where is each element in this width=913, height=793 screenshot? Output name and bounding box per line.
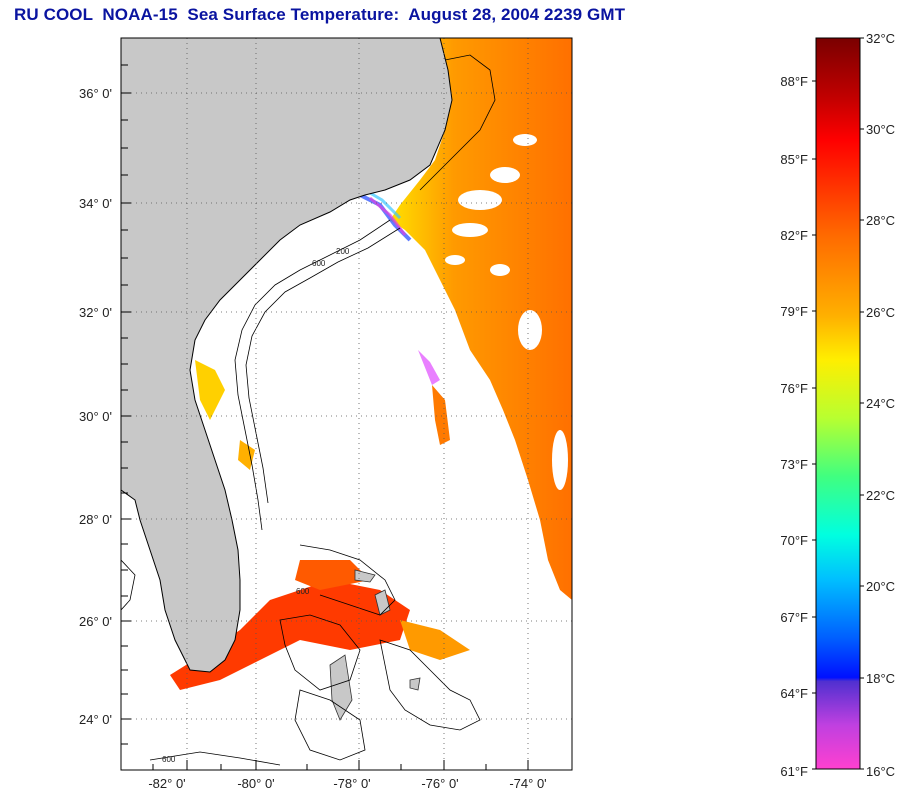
colorbar-f-label: 70°F — [780, 533, 808, 548]
colorbar-f-label: 79°F — [780, 304, 808, 319]
colorbar-f-label: 61°F — [780, 764, 808, 779]
colorbar-f-label: 76°F — [780, 381, 808, 396]
map-frame — [120, 37, 573, 771]
land-us-east-coast — [121, 38, 452, 672]
colorbar-c-label: 28°C — [866, 213, 895, 228]
lat-label: 24° 0' — [79, 712, 112, 727]
colorbar-c-label: 30°C — [866, 122, 895, 137]
lat-label: 36° 0' — [79, 86, 112, 101]
contour-label: 600 — [312, 259, 326, 268]
contour-label: 600 — [296, 587, 310, 596]
colorbar-c-label: 22°C — [866, 488, 895, 503]
colorbar-c-label: 24°C — [866, 396, 895, 411]
cloud-gaps — [445, 134, 568, 490]
colorbar-gradient — [815, 37, 861, 770]
colorbar-f-label: 73°F — [780, 457, 808, 472]
colorbar-f-label: 82°F — [780, 228, 808, 243]
colorbar-c-label: 20°C — [866, 579, 895, 594]
map-area: 600 200 600 600 — [121, 38, 572, 770]
lon-label: -82° 0' — [148, 776, 185, 791]
lat-label: 34° 0' — [79, 196, 112, 211]
lat-label: 28° 0' — [79, 512, 112, 527]
contour-label: 200 — [336, 247, 350, 256]
lon-label: -80° 0' — [237, 776, 274, 791]
page-title: RU COOL NOAA-15 Sea Surface Temperature:… — [14, 5, 626, 24]
lat-label: 30° 0' — [79, 409, 112, 424]
colorbar-c-label: 32°C — [866, 31, 895, 46]
lon-label: -76° 0' — [421, 776, 458, 791]
sst-warm-region — [390, 38, 572, 600]
lon-label: -78° 0' — [333, 776, 370, 791]
colorbar-c-label: 16°C — [866, 764, 895, 779]
colorbar-f-label: 85°F — [780, 152, 808, 167]
colorbar-f-label: 64°F — [780, 686, 808, 701]
colorbar-c-label: 26°C — [866, 305, 895, 320]
colorbar-f-label: 67°F — [780, 610, 808, 625]
lon-label: -74° 0' — [509, 776, 546, 791]
colorbar-f-label: 88°F — [780, 74, 808, 89]
graticule — [121, 38, 572, 770]
bathymetry-contours — [121, 54, 496, 766]
lat-label: 32° 0' — [79, 305, 112, 320]
contour-label: 600 — [162, 755, 176, 764]
lat-label: 26° 0' — [79, 614, 112, 629]
colorbar-c-label: 18°C — [866, 671, 895, 686]
